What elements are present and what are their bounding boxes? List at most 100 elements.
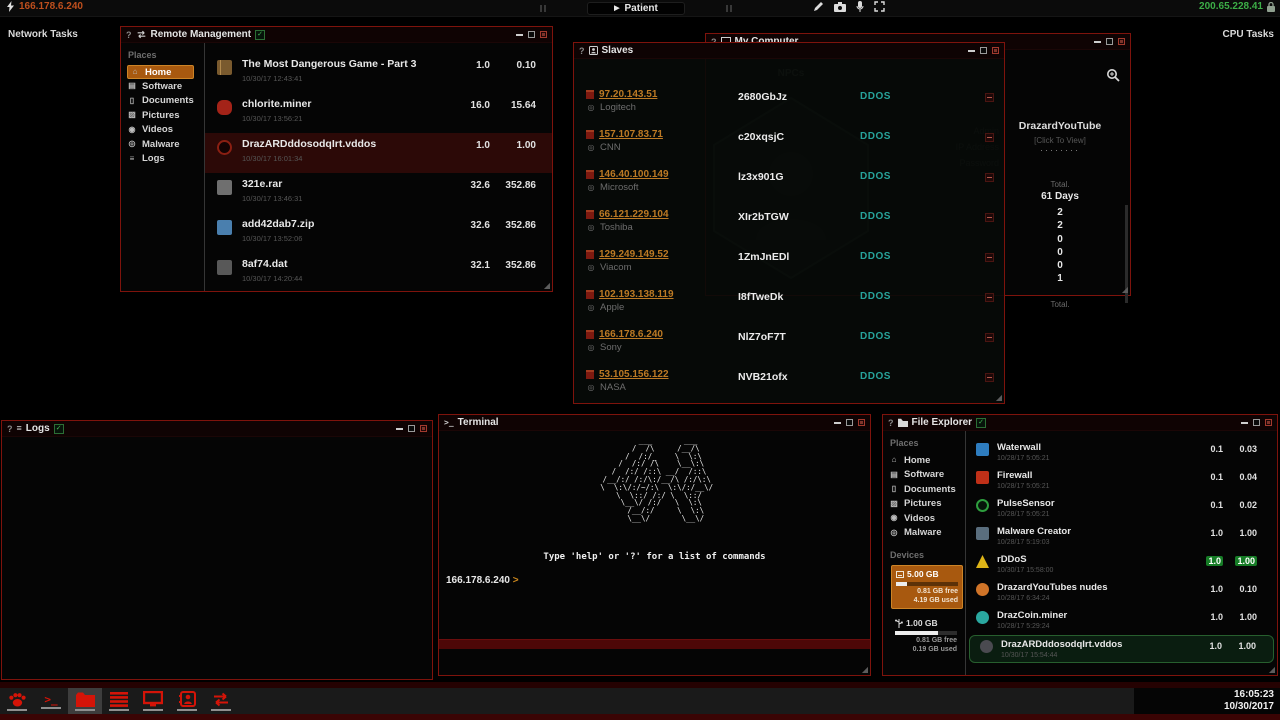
- sidebar-item-pictures[interactable]: Pictures: [127, 108, 204, 123]
- checkbox-icon[interactable]: ✓: [976, 417, 987, 428]
- file-row[interactable]: add42dab7.zip 10/30/17 13:52:06 32.6 352.8…: [205, 213, 552, 253]
- collapse-button[interactable]: [985, 333, 994, 342]
- slave-row[interactable]: 66.121.229.104 Toshiba XIr2bTGW DDOS: [574, 209, 1004, 249]
- ddos-link[interactable]: DDOS: [860, 331, 891, 342]
- help-icon[interactable]: ?: [7, 423, 13, 434]
- ddos-link[interactable]: DDOS: [860, 371, 891, 382]
- logs-titlebar[interactable]: ? ≡ Logs ✓: [2, 421, 432, 437]
- slave-ip-link[interactable]: 129.249.149.52: [599, 249, 669, 260]
- slave-ip-link[interactable]: 102.193.138.119: [599, 289, 674, 300]
- close-button[interactable]: [1265, 419, 1272, 426]
- terminal-prompt[interactable]: 166.178.6.240 >: [446, 575, 519, 586]
- collapse-button[interactable]: [985, 293, 994, 302]
- close-button[interactable]: [540, 31, 547, 38]
- slave-ip-link[interactable]: 146.40.100.149: [599, 169, 669, 180]
- slave-row[interactable]: 102.193.138.119 Apple I8fTweDk DDOS: [574, 289, 1004, 329]
- file-explorer-titlebar[interactable]: ? File Explorer ✓: [883, 415, 1277, 431]
- ddos-link[interactable]: DDOS: [860, 251, 891, 262]
- maximize-button[interactable]: [1253, 419, 1260, 426]
- device-hdd[interactable]: 5.00 GB 0.81 GB free 4.19 GB used: [891, 565, 963, 609]
- terminal-titlebar[interactable]: >_ Terminal: [439, 415, 870, 431]
- maximize-button[interactable]: [1106, 38, 1113, 45]
- resize-handle[interactable]: ◢: [995, 393, 1002, 402]
- slaves-titlebar[interactable]: ? Slaves: [574, 43, 1004, 59]
- slave-row[interactable]: 146.40.100.149 Microsoft lz3x901G DDOS: [574, 169, 1004, 209]
- file-row[interactable]: Firewall 10/28/17 5:05:21 0.1 0.04: [966, 467, 1277, 495]
- collapse-button[interactable]: [985, 173, 994, 182]
- maximize-button[interactable]: [980, 47, 987, 54]
- taskbar-slaves-button[interactable]: [170, 688, 204, 714]
- remote-management-titlebar[interactable]: ? Remote Management ✓: [121, 27, 552, 43]
- sidebar-item-logs[interactable]: Logs: [127, 152, 204, 167]
- click-to-view[interactable]: [Click To View]: [1034, 136, 1086, 145]
- slave-ip-link[interactable]: 97.20.143.51: [599, 89, 658, 100]
- ddos-link[interactable]: DDOS: [860, 171, 891, 182]
- file-row[interactable]: DrazCoin.miner 10/28/17 5:29:24 1.0 1.00: [966, 607, 1277, 635]
- help-icon[interactable]: ?: [579, 45, 585, 56]
- ddos-link[interactable]: DDOS: [860, 291, 891, 302]
- close-button[interactable]: [858, 419, 865, 426]
- checkbox-icon[interactable]: ✓: [255, 29, 266, 40]
- pencil-icon[interactable]: [813, 1, 824, 12]
- taskbar-terminal-button[interactable]: >_: [34, 688, 68, 714]
- minimize-button[interactable]: [516, 33, 523, 36]
- file-row-selected[interactable]: DrazARDddosodqIrt.vddos 10/30/17 15:54:44…: [969, 635, 1274, 663]
- collapse-button[interactable]: [985, 213, 994, 222]
- minimize-button[interactable]: [968, 49, 975, 52]
- sidebar-item-malware[interactable]: Malware: [127, 137, 204, 152]
- close-button[interactable]: [1118, 38, 1125, 45]
- collapse-button[interactable]: [985, 373, 994, 382]
- slave-ip-link[interactable]: 157.107.83.71: [599, 129, 663, 140]
- resize-handle[interactable]: ◢: [1268, 665, 1275, 674]
- file-row[interactable]: PulseSensor 10/28/17 5:05:21 0.1 0.02: [966, 495, 1277, 523]
- sidebar-item-pictures[interactable]: Pictures: [889, 497, 965, 512]
- ddos-link[interactable]: DDOS: [860, 211, 891, 222]
- close-button[interactable]: [992, 47, 999, 54]
- resize-handle[interactable]: ◢: [543, 281, 550, 290]
- slave-row[interactable]: 129.249.149.52 Viacom 1ZmJnEDl DDOS: [574, 249, 1004, 289]
- slave-ip-link[interactable]: 166.178.6.240: [599, 329, 663, 340]
- taskbar-my-computer-button[interactable]: [136, 688, 170, 714]
- slave-ip-link[interactable]: 66.121.229.104: [599, 209, 669, 220]
- minimize-button[interactable]: [1241, 421, 1248, 424]
- checkbox-icon[interactable]: ✓: [53, 423, 64, 434]
- file-row[interactable]: rDDoS 10/30/17 15:58:00 1.0 1.00: [966, 551, 1277, 579]
- sidebar-item-software[interactable]: Software: [889, 468, 965, 483]
- taskbar-file-explorer-button[interactable]: [68, 688, 102, 714]
- minimize-button[interactable]: [396, 427, 403, 430]
- help-icon[interactable]: ?: [888, 417, 894, 428]
- collapse-button[interactable]: [985, 253, 994, 262]
- file-row[interactable]: DrazardYouTubes nudes 10/28/17 6:34:24 1.…: [966, 579, 1277, 607]
- close-button[interactable]: [420, 425, 427, 432]
- device-usb[interactable]: 1.00 GB 0.81 GB free 0.19 GB used: [891, 615, 961, 657]
- sidebar-item-documents[interactable]: Documents: [889, 482, 965, 497]
- microphone-icon[interactable]: [856, 1, 864, 12]
- file-row[interactable]: Waterwall 10/28/17 5:05:21 0.1 0.03: [966, 439, 1277, 467]
- taskbar-paw-button[interactable]: [0, 688, 34, 714]
- resize-handle[interactable]: ◢: [1121, 285, 1128, 294]
- fullscreen-icon[interactable]: [874, 1, 885, 12]
- file-row[interactable]: 8af74.dat 10/30/17 14:20:44 32.1 352.86: [205, 253, 552, 293]
- magnifier-icon[interactable]: [1106, 68, 1120, 82]
- maximize-button[interactable]: [408, 425, 415, 432]
- file-row[interactable]: The Most Dangerous Game - Part 3 10/30/17…: [205, 53, 552, 93]
- slave-row[interactable]: 53.105.156.122 NASA NVB21ofx DDOS: [574, 369, 1004, 409]
- slave-row[interactable]: 97.20.143.51 Logitech 2680GbJz DDOS: [574, 89, 1004, 129]
- minimize-button[interactable]: [834, 421, 841, 424]
- collapse-button[interactable]: [985, 93, 994, 102]
- camera-icon[interactable]: [834, 1, 846, 12]
- scrollbar[interactable]: [1125, 205, 1128, 303]
- sidebar-item-home[interactable]: Home: [127, 65, 194, 79]
- sidebar-item-videos[interactable]: Videos: [127, 123, 204, 138]
- ddos-link[interactable]: DDOS: [860, 131, 891, 142]
- taskbar-logs-button[interactable]: [102, 688, 136, 714]
- sidebar-item-videos[interactable]: Videos: [889, 511, 965, 526]
- ddos-link[interactable]: DDOS: [860, 91, 891, 102]
- minimize-button[interactable]: [1094, 40, 1101, 43]
- file-row-selected[interactable]: DrazARDddosodqIrt.vddos 10/30/17 16:01:34…: [205, 133, 552, 173]
- maximize-button[interactable]: [846, 419, 853, 426]
- help-icon[interactable]: ?: [126, 29, 132, 40]
- slave-row[interactable]: 166.178.6.240 Sony NlZ7oF7T DDOS: [574, 329, 1004, 369]
- sidebar-item-malware[interactable]: Malware: [889, 526, 965, 541]
- collapse-button[interactable]: [985, 133, 994, 142]
